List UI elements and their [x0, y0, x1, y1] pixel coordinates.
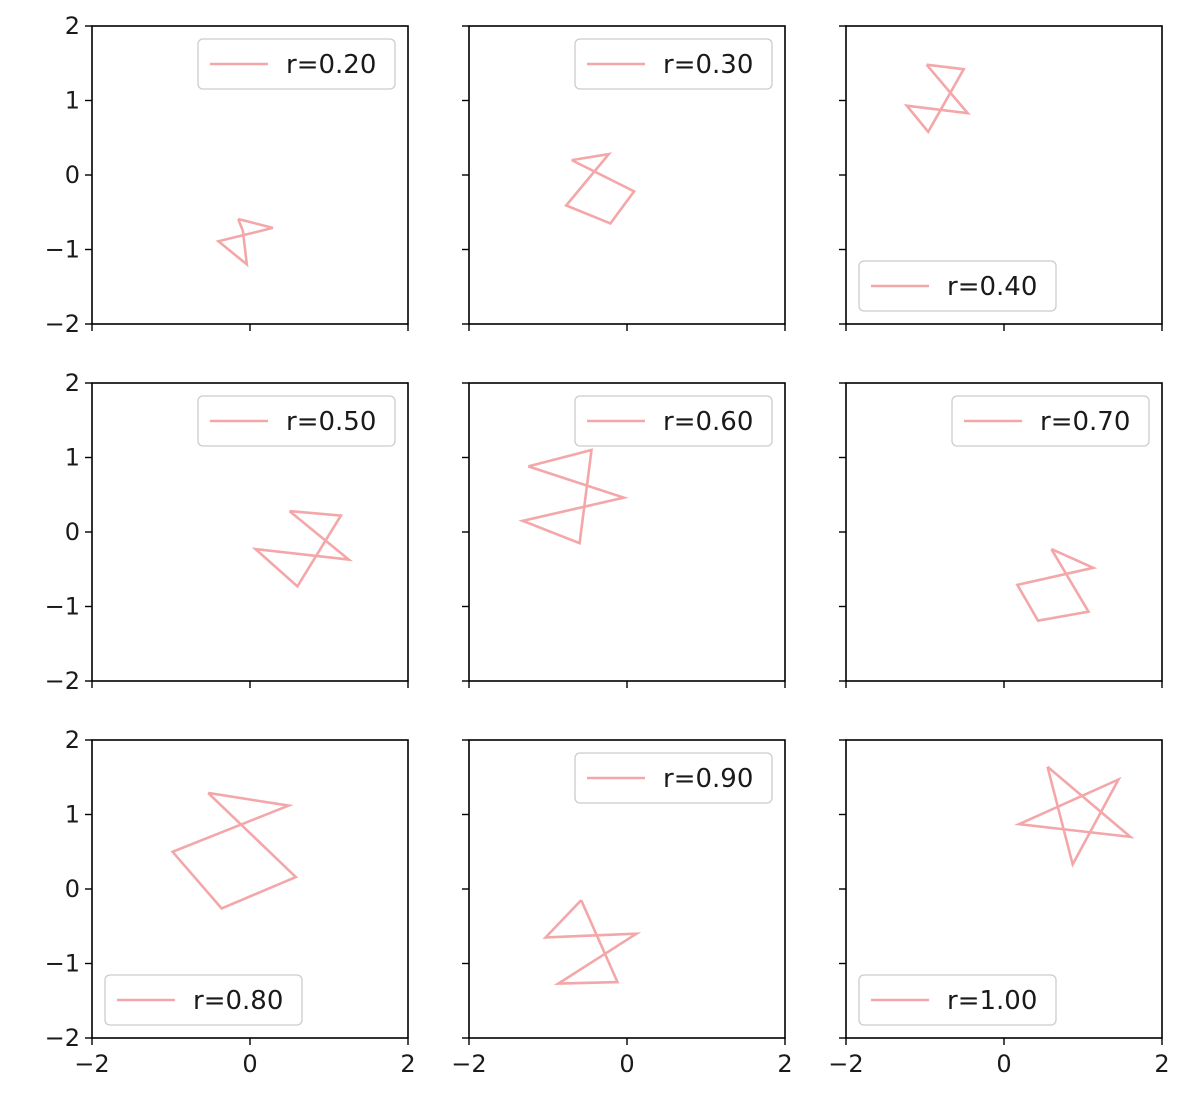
star-line	[564, 152, 637, 225]
subplot-9: −2 0 2 r=1.00	[828, 739, 1170, 1078]
star-line	[518, 448, 629, 546]
y-tick-label: 2	[65, 369, 80, 397]
x-tick-label: −2	[74, 1050, 109, 1078]
star-line	[542, 899, 642, 986]
x-tick-label: 0	[242, 1050, 257, 1078]
star-line	[251, 509, 354, 589]
y-tick-label: −2	[45, 667, 80, 695]
legend: r=0.20	[197, 38, 396, 90]
legend-label: r=1.00	[947, 986, 1037, 1016]
subplot-6: r=0.70	[839, 382, 1163, 688]
subplot-7: −2 −1 0 1 2 −2 0 2 r=0.80	[45, 726, 416, 1078]
legend-box	[197, 395, 396, 447]
x-tick-label: 2	[400, 1050, 415, 1078]
y-tick-label: 2	[65, 726, 80, 754]
y-tick-label: 1	[65, 801, 80, 829]
subplot-8: −2 0 2 r=0.90	[451, 739, 793, 1078]
subplot-2: r=0.30	[462, 25, 786, 331]
legend-box	[951, 395, 1150, 447]
y-tick-label: 1	[65, 87, 80, 115]
legend-label: r=0.50	[286, 407, 376, 437]
legend: r=0.80	[104, 974, 303, 1026]
legend: r=0.70	[951, 395, 1150, 447]
legend-box	[858, 260, 1057, 312]
x-tick-label: −2	[828, 1050, 863, 1078]
subplot-4: −2 −1 0 1 2 r=0.50	[45, 369, 409, 695]
legend: r=0.60	[574, 395, 773, 447]
subplot-3: r=0.40	[839, 25, 1163, 331]
y-tick-label: 0	[65, 518, 80, 546]
legend-label: r=0.70	[1040, 407, 1130, 437]
y-tick-label: −1	[45, 593, 80, 621]
x-tick-label: 0	[996, 1050, 1011, 1078]
star-line	[903, 63, 971, 135]
legend-box	[574, 395, 773, 447]
legend-label: r=0.60	[663, 407, 753, 437]
x-tick-label: 2	[777, 1050, 792, 1078]
y-tick-label: 0	[65, 875, 80, 903]
y-tick-label: −2	[45, 310, 80, 338]
legend: r=0.40	[858, 260, 1057, 312]
legend: r=1.00	[858, 974, 1057, 1026]
y-tick-label: −1	[45, 950, 80, 978]
y-tick-label: −1	[45, 236, 80, 264]
legend: r=0.30	[574, 38, 773, 90]
y-tick-label: 1	[65, 444, 80, 472]
legend-label: r=0.30	[663, 50, 753, 80]
x-tick-label: 2	[1154, 1050, 1169, 1078]
legend-box	[574, 38, 773, 90]
legend: r=0.50	[197, 395, 396, 447]
x-tick-label: −2	[451, 1050, 486, 1078]
star-line	[1014, 765, 1135, 868]
legend-label: r=0.40	[947, 272, 1037, 302]
star-line	[215, 217, 274, 268]
legend-label: r=0.80	[193, 986, 283, 1016]
star-line	[170, 791, 299, 910]
y-tick-label: 2	[65, 12, 80, 40]
legend-box	[197, 38, 396, 90]
legend: r=0.90	[574, 752, 773, 804]
legend-box	[858, 974, 1057, 1026]
legend-box	[574, 752, 773, 804]
star-line	[1015, 547, 1098, 623]
x-tick-label: 0	[619, 1050, 634, 1078]
legend-label: r=0.20	[286, 50, 376, 80]
legend-box	[104, 974, 303, 1026]
y-tick-label: −2	[45, 1024, 80, 1052]
subplot-5: r=0.60	[462, 382, 786, 688]
subplot-1: −2 −1 0 1 2 r=0.20	[45, 12, 409, 338]
legend-label: r=0.90	[663, 764, 753, 794]
y-tick-label: 0	[65, 161, 80, 189]
